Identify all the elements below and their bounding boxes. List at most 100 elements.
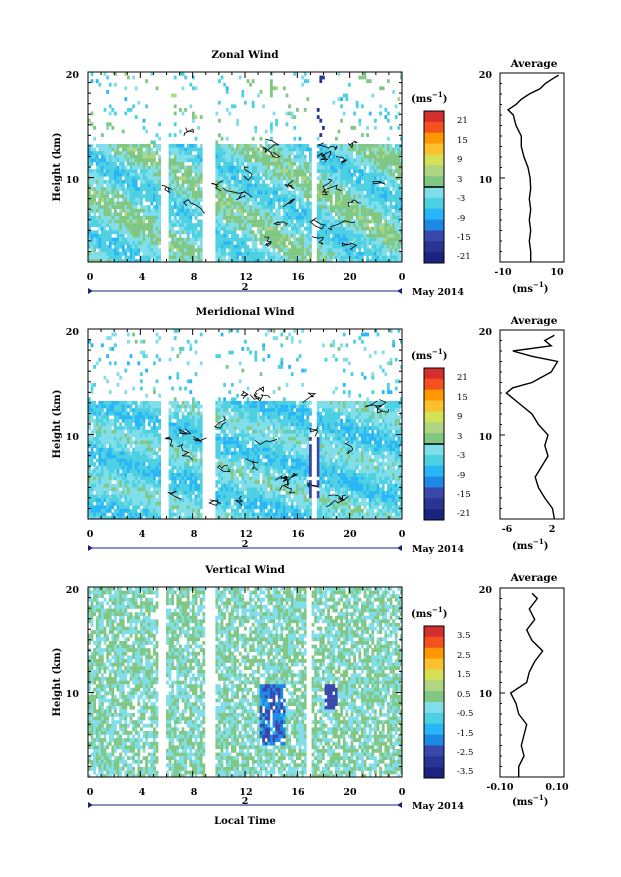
heatmap-cell <box>382 169 385 173</box>
heatmap-cell <box>377 205 380 209</box>
heatmap-cell <box>236 234 239 238</box>
heatmap-cell <box>96 166 99 170</box>
heatmap-cell <box>317 212 320 216</box>
heatmap-cell <box>241 220 244 224</box>
heatmap-cell <box>327 191 330 195</box>
heatmap-cell <box>231 144 234 148</box>
heatmap-cell <box>127 205 130 209</box>
heatmap-cell <box>241 180 244 184</box>
heatmap-cell <box>187 498 190 502</box>
heatmap-cell <box>111 256 114 260</box>
heatmap-cell <box>135 437 138 441</box>
heatmap-cell <box>114 256 117 260</box>
heatmap-cell <box>158 408 161 412</box>
heatmap-cell <box>273 112 276 116</box>
heatmap-cell <box>137 502 140 506</box>
heatmap-cell <box>145 223 148 227</box>
heatmap-cell <box>179 455 182 459</box>
heatmap-cell <box>96 441 99 445</box>
heatmap-cell <box>96 412 99 416</box>
heatmap-cell <box>257 209 260 213</box>
heatmap-cell <box>184 419 187 423</box>
heatmap-cell <box>145 184 148 188</box>
heatmap-cell <box>132 509 135 513</box>
heatmap-cell <box>345 194 348 198</box>
heatmap-cell <box>262 194 265 198</box>
heatmap-cell <box>169 419 172 423</box>
heatmap-cell <box>392 198 395 202</box>
heatmap-cell <box>366 158 369 162</box>
heatmap-cell <box>93 155 96 159</box>
heatmap-cell <box>176 198 179 202</box>
heatmap-cell <box>169 198 172 202</box>
heatmap-cell <box>348 198 351 202</box>
heatmap-cell <box>218 248 221 252</box>
heatmap-cell <box>127 430 130 434</box>
heatmap-cell <box>218 148 221 152</box>
heatmap-cell <box>145 498 148 502</box>
heatmap-cell <box>109 455 112 459</box>
heatmap-cell <box>176 241 179 245</box>
heatmap-cell <box>192 234 195 238</box>
heatmap-cell <box>371 191 374 195</box>
heatmap-cell <box>109 220 112 224</box>
heatmap-cell <box>309 158 312 162</box>
heatmap-cell <box>260 90 263 94</box>
heatmap-cell <box>98 480 101 484</box>
heatmap-cell <box>124 444 127 448</box>
heatmap-cell <box>338 180 341 184</box>
heatmap-cell <box>114 415 117 419</box>
heatmap-cell <box>182 227 185 231</box>
heatmap-cell <box>189 426 192 430</box>
heatmap-cell <box>101 441 104 445</box>
heatmap-cell <box>249 238 252 242</box>
heatmap-cell <box>306 144 309 148</box>
heatmap-cell <box>304 191 307 195</box>
heatmap-cell <box>135 234 138 238</box>
heatmap-cell <box>143 509 146 513</box>
heatmap-cell <box>387 234 390 238</box>
heatmap-cell <box>345 97 348 101</box>
heatmap-cell <box>327 223 330 227</box>
heatmap-cell <box>109 216 112 220</box>
heatmap-cell <box>390 151 393 155</box>
heatmap-cell <box>221 151 224 155</box>
heatmap-cell <box>114 459 117 463</box>
heatmap-cell <box>387 212 390 216</box>
heatmap-cell <box>143 419 146 423</box>
heatmap-cell <box>150 462 153 466</box>
heatmap-cell <box>179 509 182 513</box>
heatmap-cell <box>140 408 143 412</box>
heatmap-cell <box>135 491 138 495</box>
heatmap-cell <box>137 101 140 105</box>
heatmap-cell <box>104 480 107 484</box>
heatmap-cell <box>124 194 127 198</box>
heatmap-cell <box>176 466 179 470</box>
zero-contour-line <box>184 128 194 136</box>
heatmap-cell <box>171 513 174 517</box>
heatmap-cell <box>140 433 143 437</box>
heatmap-cell <box>254 223 257 227</box>
heatmap-cell <box>317 166 320 170</box>
heatmap-cell <box>236 245 239 249</box>
heatmap-cell <box>353 144 356 148</box>
heatmap-cell <box>247 230 250 234</box>
heatmap-cell <box>356 227 359 231</box>
heatmap-cell <box>169 223 172 227</box>
heatmap-cell <box>257 202 260 206</box>
heatmap-cell <box>127 245 130 249</box>
heatmap-cell <box>252 256 255 260</box>
heatmap-cell <box>96 473 99 477</box>
heatmap-cell <box>278 198 281 202</box>
heatmap-cell <box>192 86 195 90</box>
heatmap-cell <box>117 155 120 159</box>
heatmap-cell <box>187 469 190 473</box>
heatmap-cell <box>101 462 104 466</box>
heatmap-cell <box>137 466 140 470</box>
heatmap-cell <box>309 176 312 180</box>
heatmap-cell <box>135 433 138 437</box>
heatmap-cell <box>137 209 140 213</box>
heatmap-cell <box>179 212 182 216</box>
heatmap-cell <box>96 459 99 463</box>
heatmap-cell <box>148 462 151 466</box>
